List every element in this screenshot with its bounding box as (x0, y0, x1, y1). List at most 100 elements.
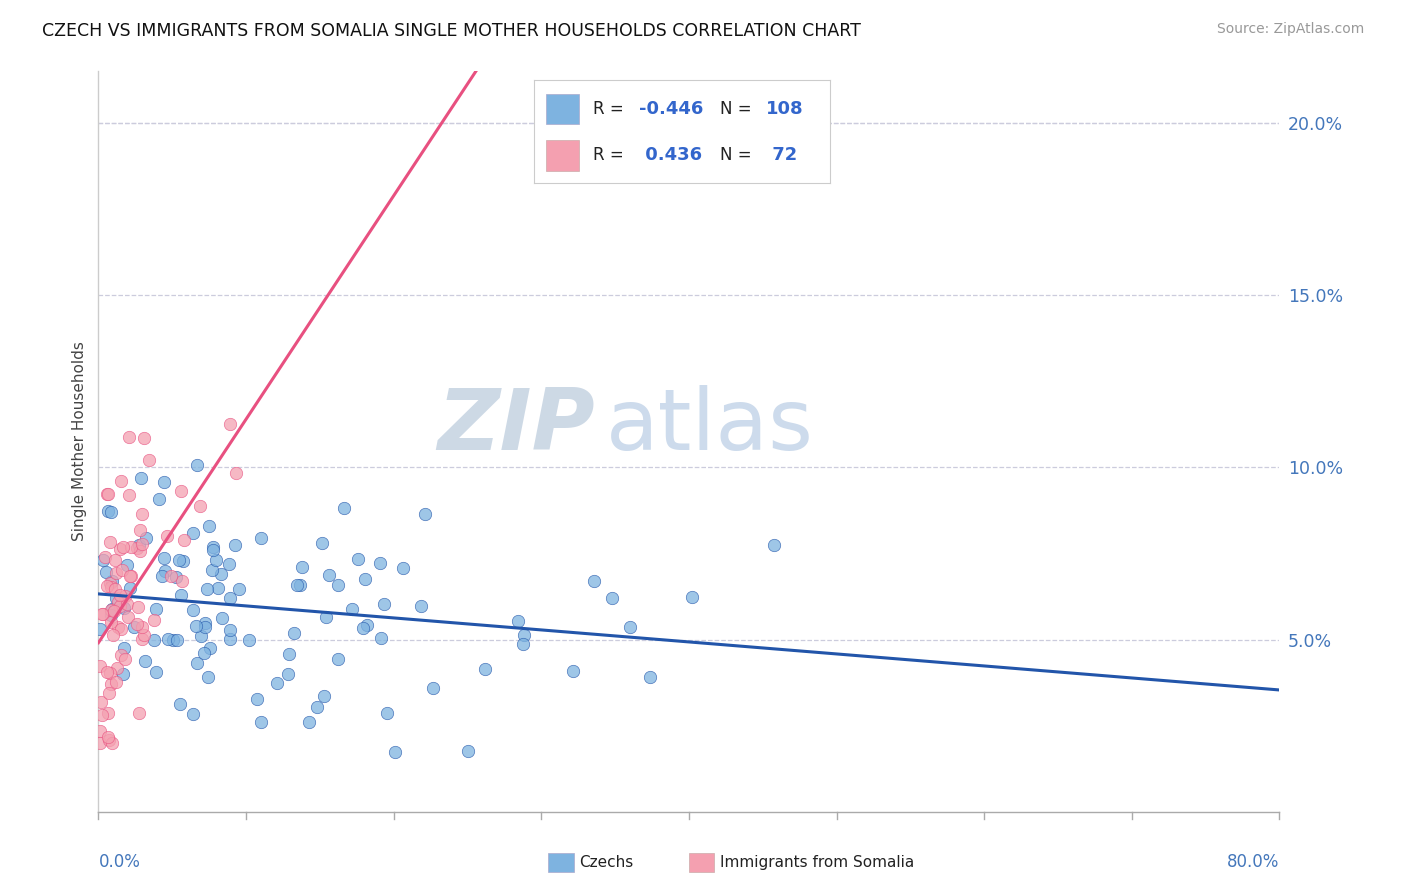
Point (100, 603, 122, 617)
Point (90, 694, 112, 708)
Point (115, 558, 138, 573)
Point (291, 559, 314, 574)
Point (153, 564, 176, 578)
Text: 108: 108 (766, 100, 804, 118)
Point (89, 736, 111, 750)
Point (127, 599, 149, 614)
Point (193, 646, 215, 660)
Point (356, 617, 378, 632)
Point (172, 554, 194, 568)
Point (93, 549, 115, 564)
Point (165, 570, 187, 584)
Point (131, 537, 153, 551)
Point (100, 615, 122, 629)
Point (224, 538, 246, 552)
Point (619, 620, 641, 634)
Point (104, 674, 127, 689)
Point (103, 604, 125, 618)
Point (197, 519, 219, 533)
Point (100, 602, 122, 616)
Point (156, 529, 179, 543)
Point (354, 572, 377, 586)
Point (474, 661, 496, 675)
Point (153, 551, 176, 566)
FancyBboxPatch shape (546, 94, 579, 124)
Point (184, 619, 207, 633)
Point (142, 632, 165, 647)
Point (156, 632, 179, 647)
Point (122, 620, 145, 634)
Text: N =: N = (720, 100, 758, 118)
Point (583, 574, 606, 588)
Point (209, 566, 232, 581)
Point (307, 700, 329, 714)
Point (186, 458, 208, 473)
Point (370, 556, 392, 570)
Point (198, 640, 221, 655)
Point (288, 578, 311, 592)
Point (190, 628, 212, 642)
Point (333, 501, 356, 516)
Point (110, 648, 132, 662)
Point (112, 667, 135, 681)
Point (97, 730, 120, 744)
Y-axis label: Single Mother Households: Single Mother Households (72, 342, 87, 541)
Point (89, 622, 111, 636)
Point (120, 540, 142, 554)
Point (114, 652, 136, 666)
Point (352, 621, 374, 635)
Point (201, 543, 224, 558)
Point (409, 599, 432, 614)
Point (194, 620, 217, 634)
Point (506, 614, 529, 628)
Point (117, 609, 139, 624)
Point (763, 538, 786, 552)
Point (110, 474, 132, 488)
Point (97, 686, 120, 700)
Point (108, 599, 131, 613)
Point (129, 471, 152, 485)
Point (101, 628, 124, 642)
Point (135, 531, 157, 545)
Point (145, 665, 167, 679)
Point (128, 544, 150, 558)
Point (107, 595, 129, 609)
Point (91, 707, 114, 722)
Point (413, 507, 436, 521)
Point (117, 598, 139, 612)
Point (170, 484, 193, 499)
Point (315, 610, 337, 624)
Point (194, 615, 217, 630)
Point (181, 706, 204, 721)
Point (132, 628, 155, 642)
Point (101, 574, 124, 588)
Point (283, 625, 305, 640)
Point (104, 552, 127, 566)
Point (131, 620, 153, 634)
Point (96, 579, 118, 593)
Point (97, 487, 120, 501)
Point (457, 744, 479, 758)
Point (100, 580, 122, 594)
Point (277, 667, 299, 681)
Point (131, 632, 153, 646)
Text: Czechs: Czechs (579, 855, 634, 870)
Point (602, 591, 624, 606)
Point (127, 616, 149, 631)
Point (277, 647, 299, 661)
Point (138, 453, 160, 467)
Point (110, 623, 132, 637)
Point (238, 632, 260, 647)
Point (167, 553, 190, 567)
Point (97, 706, 120, 720)
Point (218, 624, 240, 638)
Point (249, 714, 271, 729)
Point (186, 656, 208, 670)
Point (312, 689, 335, 703)
Point (201, 563, 224, 577)
Point (90, 607, 112, 621)
Point (150, 568, 173, 582)
Point (98, 534, 121, 549)
Point (195, 582, 218, 597)
Point (225, 466, 247, 480)
